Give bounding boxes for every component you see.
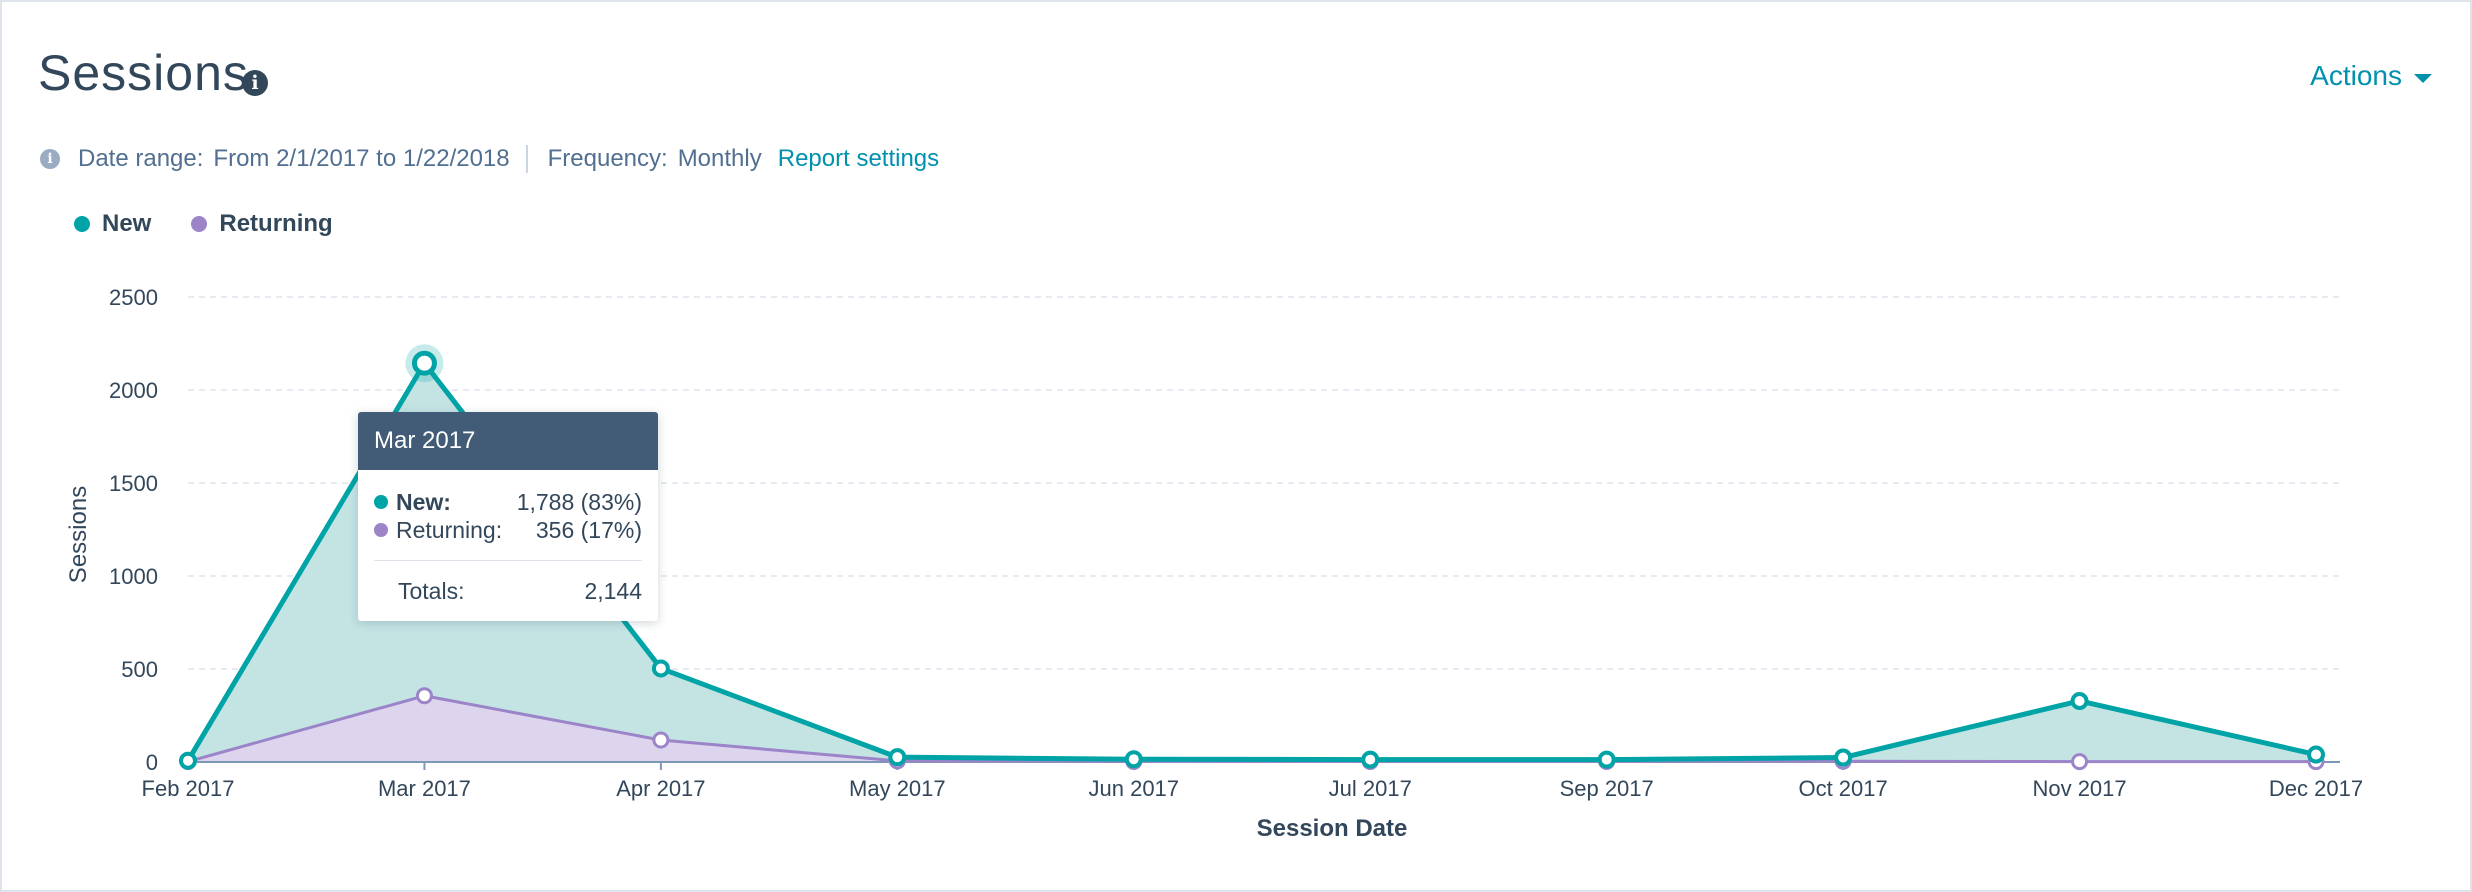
x-tick-label: Feb 2017	[142, 776, 235, 801]
x-tick-label: Jul 2017	[1329, 776, 1412, 801]
tooltip-total-row: Totals: 2,144	[374, 575, 642, 607]
info-icon[interactable]: i	[242, 70, 268, 96]
tooltip-title: Mar 2017	[358, 412, 658, 470]
legend-item-new[interactable]: New	[74, 210, 151, 238]
x-tick-label: Apr 2017	[616, 776, 705, 801]
x-tick-label: Dec 2017	[2269, 776, 2363, 801]
page-title: Sessions	[38, 45, 249, 101]
tooltip-value-returning: 356 (17%)	[535, 516, 642, 543]
legend-dot-returning	[191, 216, 208, 232]
point-returning	[2071, 753, 2089, 771]
tooltip-row-returning: Returning: 356 (17%)	[374, 516, 642, 544]
x-tick-label: Mar 2017	[378, 776, 471, 801]
point-returning	[652, 731, 670, 749]
tooltip-total-label: Totals:	[398, 577, 465, 604]
legend-label-returning: Returning	[219, 210, 333, 237]
y-tick-label: 500	[121, 657, 158, 682]
frequency-label: Frequency:	[547, 145, 668, 172]
date-range-label: Date range:	[78, 145, 204, 172]
chart-tooltip: Mar 2017 New: 1,788 (83%) Returning: 356…	[358, 412, 658, 621]
date-range-value: From 2/1/2017 to 1/22/2018	[213, 145, 510, 172]
chart-legend: New Returning	[74, 210, 333, 238]
point-new	[1597, 750, 1616, 769]
point-new	[2070, 691, 2089, 710]
legend-label-new: New	[102, 210, 152, 237]
chevron-down-icon	[2414, 73, 2432, 83]
legend-item-returning[interactable]: Returning	[191, 210, 333, 238]
tooltip-dot-returning	[374, 523, 388, 537]
y-tick-label: 2500	[109, 285, 158, 310]
report-settings-link[interactable]: Report settings	[777, 145, 940, 172]
actions-label: Actions	[2310, 60, 2402, 91]
point-new	[1124, 750, 1143, 769]
point-new	[179, 751, 197, 770]
info-icon[interactable]: i	[40, 149, 60, 169]
x-tick-label: Jun 2017	[1089, 776, 1180, 801]
y-tick-label: 1000	[109, 564, 158, 589]
x-tick-label: Nov 2017	[2032, 776, 2126, 801]
divider	[525, 145, 528, 173]
point-new	[1834, 748, 1853, 767]
y-axis-title: Sessions	[65, 486, 92, 583]
x-tick-label: Sep 2017	[1560, 776, 1654, 801]
tooltip-total-value: 2,144	[584, 577, 642, 604]
point-returning	[415, 687, 433, 705]
tooltip-value-new: 1,788 (83%)	[516, 488, 642, 515]
x-axis-title: Session Date	[1257, 815, 1408, 842]
point-new	[411, 350, 437, 376]
y-tick-label: 0	[146, 750, 158, 775]
actions-dropdown[interactable]: Actions	[2310, 60, 2432, 92]
point-new	[1361, 750, 1380, 769]
x-tick-label: May 2017	[849, 776, 946, 801]
legend-dot-new	[74, 216, 90, 232]
frequency-value: Monthly	[677, 145, 762, 172]
tooltip-row-new: New: 1,788 (83%)	[374, 488, 642, 516]
tooltip-divider	[374, 560, 642, 561]
y-tick-label: 1500	[109, 471, 158, 496]
point-new	[888, 748, 907, 767]
point-new	[651, 659, 670, 678]
y-tick-label: 2000	[109, 378, 158, 403]
tooltip-label-new: New:	[396, 488, 451, 515]
point-new	[2307, 745, 2325, 764]
tooltip-label-returning: Returning:	[396, 516, 503, 543]
report-meta-bar: i Date range: From 2/1/2017 to 1/22/2018…	[40, 144, 939, 174]
x-tick-label: Oct 2017	[1798, 776, 1887, 801]
tooltip-dot-new	[374, 495, 388, 509]
